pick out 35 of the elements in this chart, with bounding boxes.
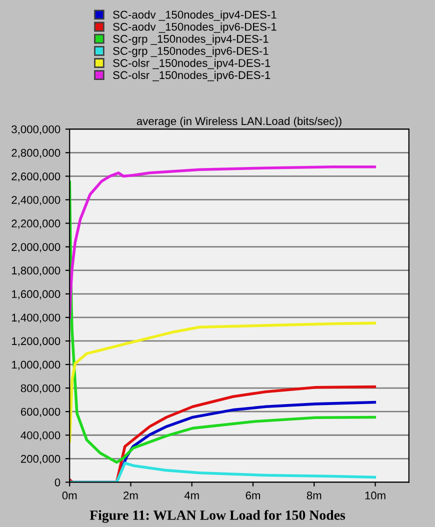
legend-label: SC-grp _150nodes_ipv6-DES-1 [113,46,268,58]
line-series [70,180,376,464]
line-series [70,166,376,319]
y-tick-label: 2,800,000 [12,148,60,158]
y-tick-label: 200,000 [20,454,60,464]
y-tick-label: 1,800,000 [12,266,60,276]
x-tick-label: 2m [124,492,138,500]
y-tick-label: 3,000,000 [12,125,60,135]
x-tick-label: 4m [184,492,199,500]
legend-label: SC-olsr _150nodes_ipv4-DES-1 [113,58,270,70]
y-tick-label: 1,200,000 [12,337,60,346]
y-tick-label: 800,000 [20,384,60,394]
y-tick-label: 0 [54,478,60,486]
y-tick-label: 400,000 [20,431,60,441]
y-tick-label: 1,000,000 [12,360,60,370]
x-tick-label: 0m [62,492,77,500]
y-tick-label: 2,400,000 [12,196,60,206]
legend-label: SC-grp _150nodes_ipv4-DES-1 [113,34,268,45]
x-tick-label: 8m [306,492,322,500]
line-series [70,322,376,442]
y-tick-label: 2,600,000 [12,172,60,182]
y-tick-label: 1,600,000 [12,290,60,300]
y-tick-label: 600,000 [20,408,60,418]
chart-title: average (in Wireless LAN.Load (bits/sec)) [136,116,342,128]
legend-label: SC-aodv _150nodes_ipv4-DES-1 [113,10,276,21]
line-series [70,385,376,482]
x-tick-label: 6m [246,492,260,500]
x-tick-label: 10m [365,492,386,500]
y-tick-label: 2,200,000 [12,220,60,229]
legend-label: SC-olsr _150nodes_ipv6-DES-1 [113,70,270,82]
y-tick-label: 1,400,000 [12,314,60,323]
legend-label: SC-aodv _150nodes_ipv6-DES-1 [113,22,276,33]
line-series [70,462,376,482]
caption: Figure 11: WLAN Low Load for 150 Nodes [90,510,346,523]
y-tick-label: 2,000,000 [12,243,60,252]
